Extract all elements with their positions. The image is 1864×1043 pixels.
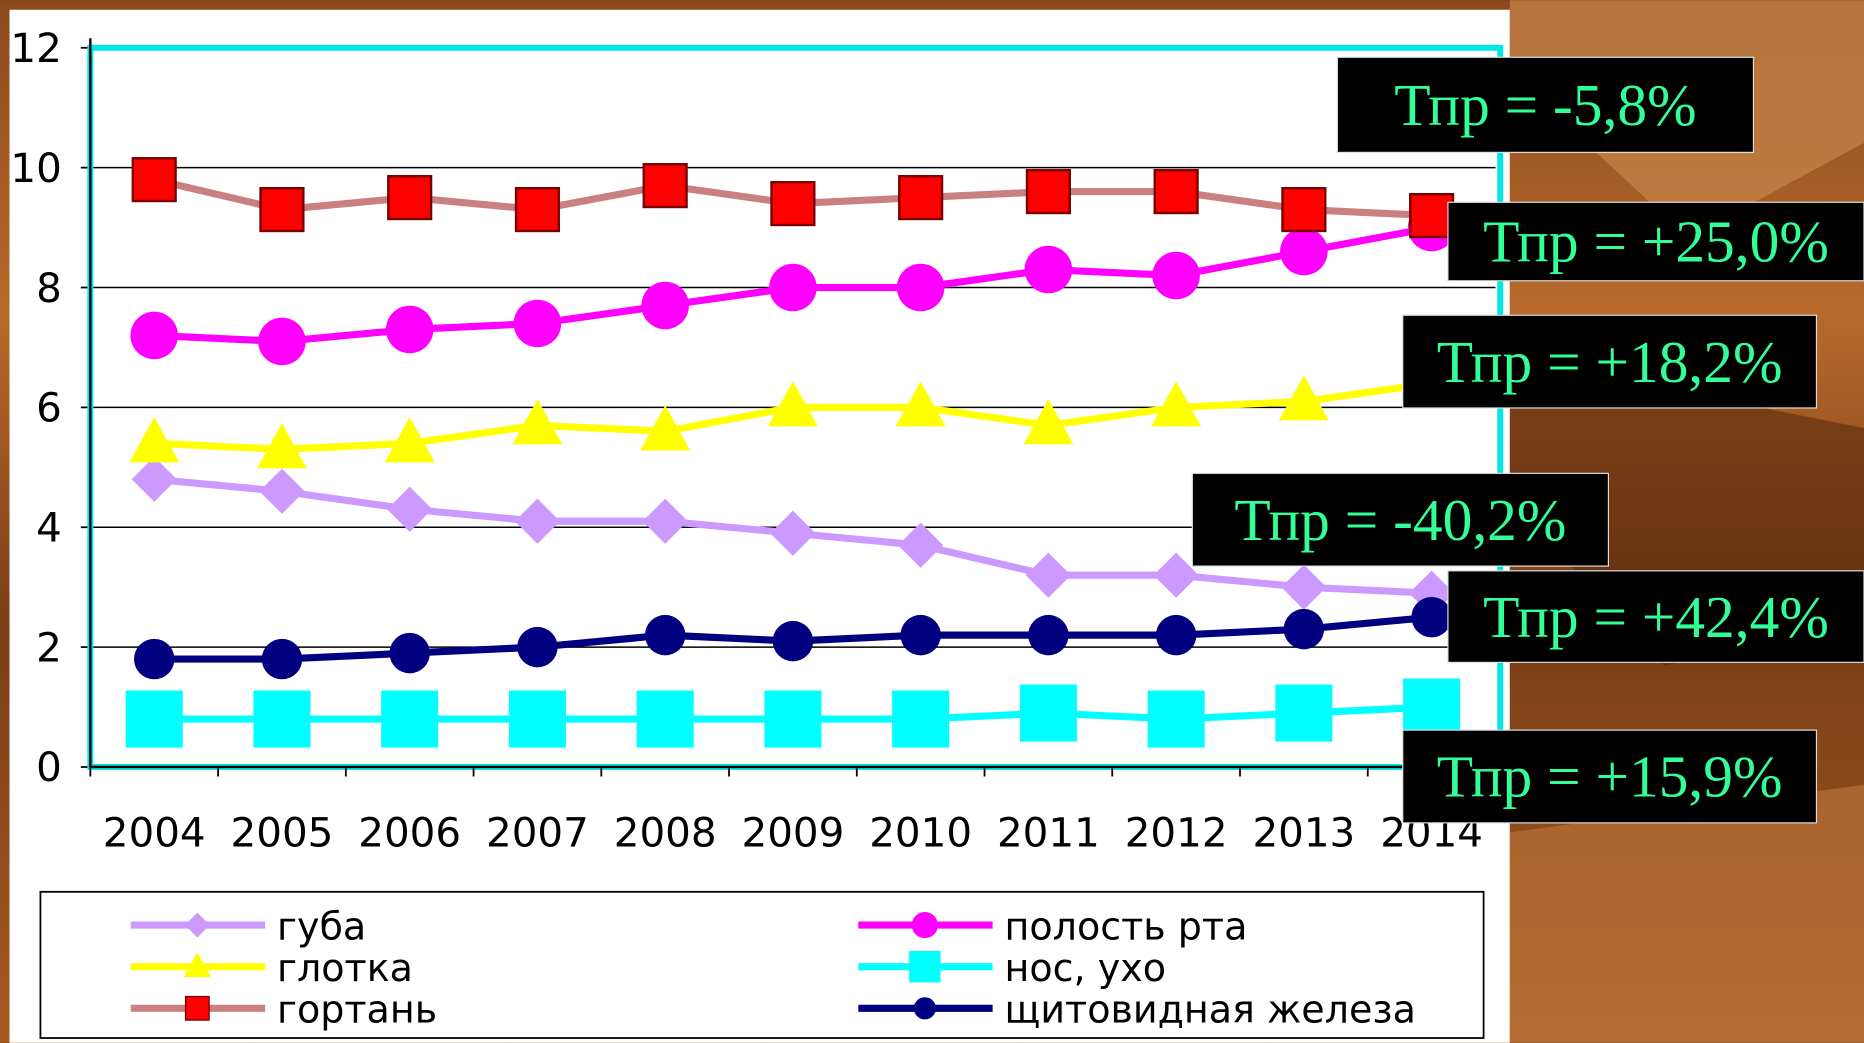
marker [1280,228,1328,276]
marker [1020,685,1077,742]
legend-marker [186,997,210,1021]
annotation: Тпр = +15,9% [1437,744,1783,810]
legend-label: губа [277,904,366,948]
marker [769,264,817,312]
marker [1282,188,1325,231]
legend-marker [912,912,938,938]
x-tick-label: 2007 [486,809,589,857]
marker [645,615,685,655]
marker [892,691,949,748]
y-tick-label: 8 [36,264,62,312]
marker [1152,252,1200,300]
annotation: Тпр = +18,2% [1437,329,1783,395]
x-tick-label: 2013 [1252,809,1355,857]
annotation: Тпр = +42,4% [1483,584,1829,650]
annotation: Тпр = -40,2% [1234,487,1566,553]
x-tick-label: 2004 [103,809,206,857]
marker [773,621,813,661]
marker [899,176,942,219]
chart: 0 2 4 6 8 10 12 2004 2005 2006 2007 2008 2009 2010 201… [0,0,1864,1043]
marker [1284,609,1324,649]
x-tick-label: 2011 [997,809,1100,857]
marker [900,615,940,655]
y-tick-label: 0 [36,743,62,791]
annotation: Тпр = -5,8% [1394,72,1696,138]
marker [130,312,178,360]
marker [1027,170,1070,213]
annotation: Тпр = +25,0% [1483,209,1829,275]
y-tick-label: 6 [36,384,62,432]
legend-label: полость рта [1005,904,1248,948]
marker [1403,679,1460,736]
marker [1028,615,1068,655]
marker [641,282,689,330]
marker [134,639,174,679]
legend-marker [914,997,936,1019]
legend-marker [909,951,940,982]
marker [1148,691,1205,748]
marker [386,306,434,354]
marker [1410,194,1453,237]
legend-label: гортань [277,988,437,1032]
legend-label: щитовидная железа [1005,988,1416,1032]
marker [261,188,304,231]
marker [509,691,566,748]
x-tick-label: 2010 [869,809,972,857]
marker [133,158,176,201]
x-tick-label: 2012 [1125,809,1228,857]
marker [897,264,945,312]
y-tick-label: 2 [36,623,62,671]
x-tick-label: 2005 [231,809,334,857]
marker [389,633,429,673]
marker [381,691,438,748]
y-tick-label: 4 [36,504,62,552]
marker [514,300,562,348]
legend-label: нос, ухо [1005,946,1167,990]
marker [516,188,559,231]
x-tick-label: 2006 [358,809,461,857]
x-tick-label: 2009 [741,809,844,857]
marker [1411,597,1451,637]
marker [388,176,431,219]
marker [764,691,821,748]
marker [1156,615,1196,655]
marker [258,318,306,366]
y-tick-label: 10 [10,144,61,192]
page: {"chart_data":{"type":"line", "categorie… [0,0,1864,1043]
legend-label: глотка [277,946,413,990]
marker [772,182,815,225]
marker [637,691,694,748]
y-tick-label: 12 [10,24,61,72]
marker [262,639,302,679]
marker [517,627,557,667]
marker [1275,685,1332,742]
marker [126,691,183,748]
marker [1155,170,1198,213]
marker [644,164,687,207]
marker [1025,246,1073,294]
marker [253,691,310,748]
x-tick-label: 2008 [614,809,717,857]
